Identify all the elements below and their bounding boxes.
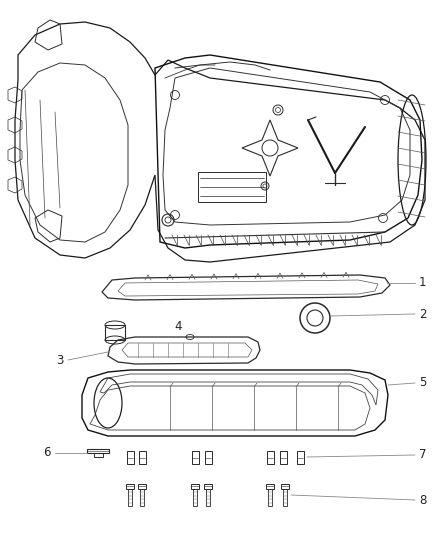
Text: 4: 4 bbox=[174, 320, 182, 333]
Bar bbox=[206, 489, 210, 506]
Text: 2: 2 bbox=[419, 308, 427, 320]
Bar bbox=[126, 484, 134, 489]
Text: 8: 8 bbox=[419, 494, 426, 506]
Text: 3: 3 bbox=[57, 353, 64, 367]
Bar bbox=[127, 451, 134, 464]
Bar bbox=[139, 451, 146, 464]
Bar bbox=[138, 484, 146, 489]
Bar bbox=[198, 172, 266, 202]
Bar bbox=[283, 489, 287, 506]
Bar bbox=[281, 484, 289, 489]
Text: 6: 6 bbox=[43, 447, 51, 459]
Bar bbox=[128, 489, 132, 506]
Bar bbox=[94, 454, 103, 457]
Bar bbox=[140, 489, 144, 506]
Bar bbox=[193, 489, 197, 506]
Bar bbox=[267, 451, 274, 464]
Text: 1: 1 bbox=[419, 277, 427, 289]
Text: 7: 7 bbox=[419, 448, 427, 462]
Bar bbox=[268, 489, 272, 506]
Bar bbox=[192, 451, 199, 464]
Text: 5: 5 bbox=[419, 376, 426, 390]
Bar bbox=[280, 451, 287, 464]
Bar bbox=[205, 451, 212, 464]
Bar bbox=[87, 449, 109, 454]
Bar bbox=[191, 484, 199, 489]
Bar bbox=[204, 484, 212, 489]
Bar bbox=[105, 325, 125, 340]
Bar bbox=[297, 451, 304, 464]
Bar bbox=[266, 484, 274, 489]
